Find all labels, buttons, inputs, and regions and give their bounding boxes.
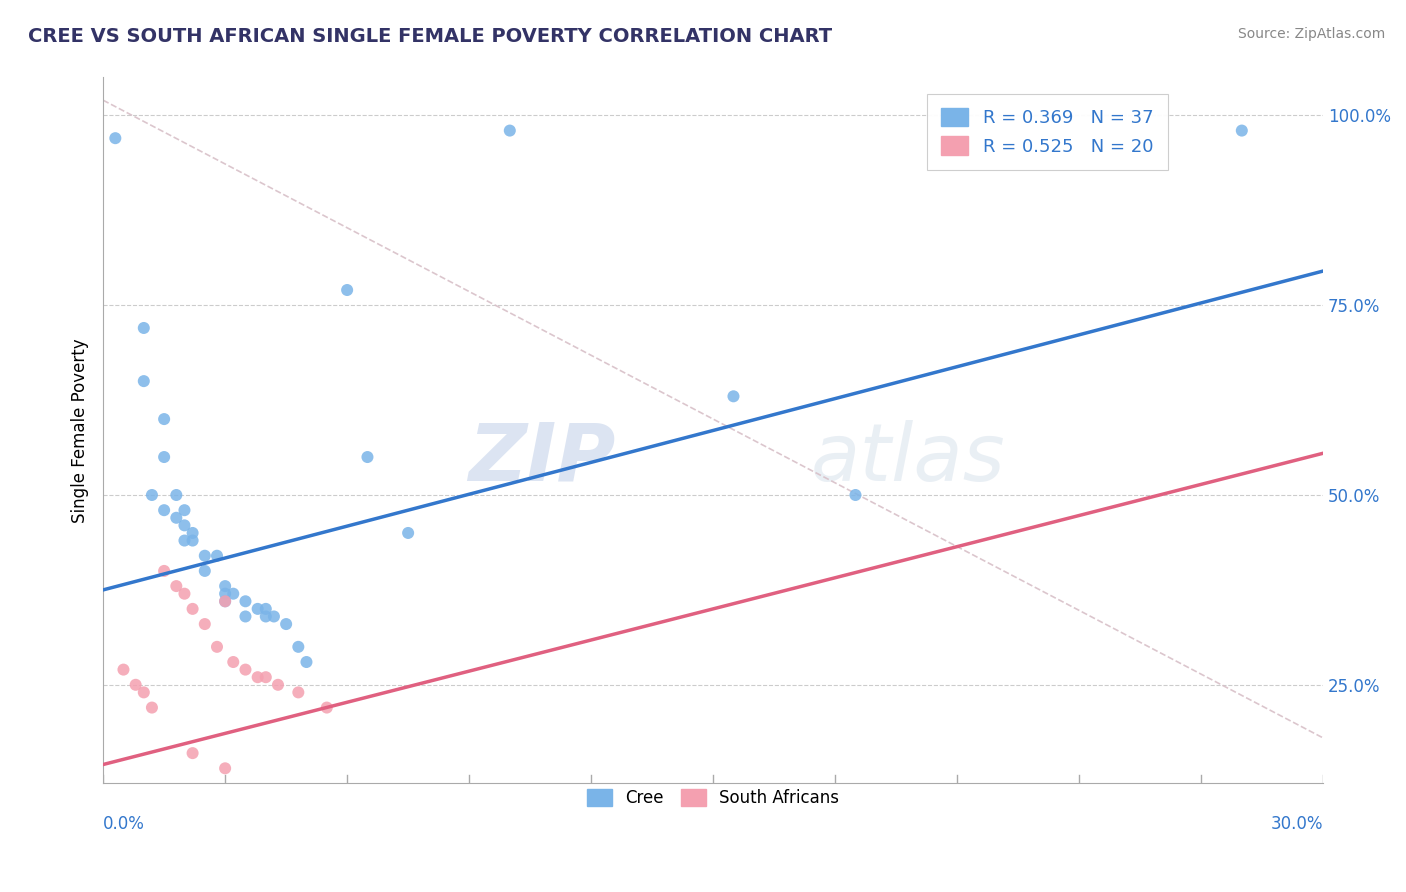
Point [132,374,155,388]
Point [153,412,176,426]
Point [153,564,176,578]
Point [315,700,337,714]
Point [295,655,318,669]
Point [276,617,298,632]
Text: 30.0%: 30.0% [1271,815,1323,833]
Text: CREE VS SOUTH AFRICAN SINGLE FEMALE POVERTY CORRELATION CHART: CREE VS SOUTH AFRICAN SINGLE FEMALE POVE… [28,27,832,45]
Point [1230,123,1253,137]
Point [235,663,257,677]
Point [214,761,236,775]
Point [214,594,236,608]
Point [396,525,419,540]
Point [141,488,163,502]
Point [222,587,245,601]
Point [263,609,285,624]
Point [254,609,277,624]
Point [499,123,522,137]
Point [165,488,187,502]
Point [254,602,277,616]
Point [214,587,236,601]
Point [222,655,245,669]
Point [194,549,217,563]
Point [235,609,257,624]
Point [194,564,217,578]
Point [287,640,309,654]
Point [173,533,195,548]
Point [181,525,204,540]
Point [181,533,204,548]
Text: atlas: atlas [811,420,1005,498]
Point [165,510,187,524]
Point [246,602,269,616]
Point [132,321,155,335]
Point [254,670,277,684]
Point [267,678,290,692]
Point [214,594,236,608]
Point [246,670,269,684]
Y-axis label: Single Female Poverty: Single Female Poverty [72,338,89,523]
Legend: Cree, South Africans: Cree, South Africans [581,782,846,814]
Point [173,587,195,601]
Point [153,503,176,517]
Point [214,579,236,593]
Point [165,579,187,593]
Point [287,685,309,699]
Point [181,746,204,760]
Point [194,617,217,632]
Point [356,450,378,464]
Point [844,488,866,502]
Point [173,518,195,533]
Point [723,389,745,403]
Point [132,685,155,699]
Point [205,640,228,654]
Point [104,131,127,145]
Point [173,503,195,517]
Point [181,602,204,616]
Text: Source: ZipAtlas.com: Source: ZipAtlas.com [1237,27,1385,41]
Point [112,663,135,677]
Text: 0.0%: 0.0% [103,815,145,833]
Point [141,700,163,714]
Point [235,594,257,608]
Point [124,678,146,692]
Point [336,283,359,297]
Point [205,549,228,563]
Point [153,450,176,464]
Text: ZIP: ZIP [468,420,616,498]
